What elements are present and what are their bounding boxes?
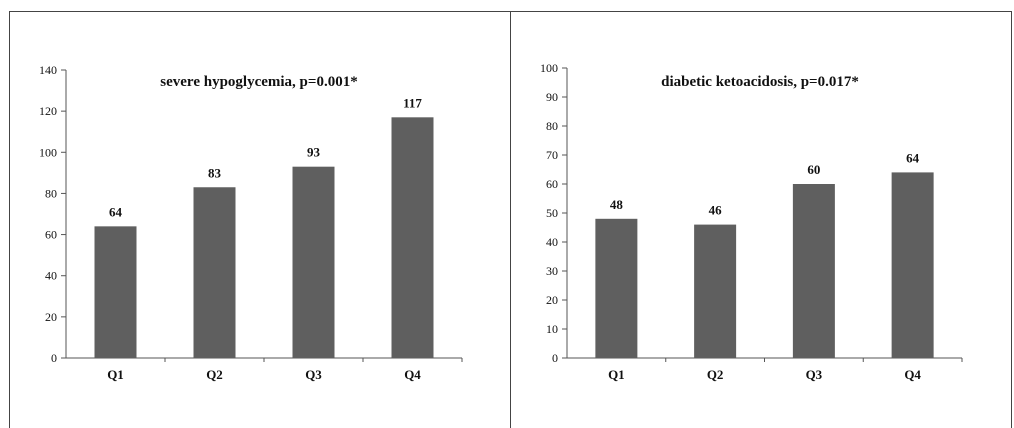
chart-diabetic-ketoacidosis: diabetic ketoacidosis, p=0.017* 0 10 20 30 4…	[540, 61, 963, 382]
y-tick-label: 120	[39, 104, 57, 118]
data-label: 60	[807, 162, 820, 177]
y-tick-label: 50	[546, 206, 558, 220]
bar-q3	[792, 184, 835, 358]
frame-right-border	[1011, 11, 1012, 428]
y-tick-label: 40	[45, 269, 57, 283]
x-tick-label: Q4	[904, 367, 921, 382]
y-tick-label: 0	[51, 351, 57, 365]
y-tick-label: 100	[540, 61, 558, 75]
y-tick-label: 40	[546, 235, 558, 249]
bar-q4	[391, 117, 434, 358]
data-label: 64	[906, 150, 920, 165]
data-label: 48	[610, 197, 624, 212]
y-tick-label: 70	[546, 148, 558, 162]
data-label: 83	[208, 165, 222, 180]
x-tick-label: Q3	[806, 367, 823, 382]
y-tick-label: 80	[546, 119, 558, 133]
y-tick-label: 80	[45, 186, 57, 200]
y-tick-label: 30	[546, 264, 558, 278]
chart-severe-hypoglycemia: severe hypoglycemia, p=0.001* 0 20 40 60 80 1…	[39, 63, 463, 382]
chart-title: diabetic ketoacidosis, p=0.017*	[661, 74, 859, 90]
data-label: 64	[109, 204, 123, 219]
x-tick-label: Q2	[206, 367, 223, 382]
y-tick-label: 90	[546, 90, 558, 104]
x-tick-label: Q1	[608, 367, 625, 382]
data-label: 46	[709, 203, 723, 218]
x-tick-label: Q1	[107, 367, 124, 382]
bar-q1	[94, 226, 137, 358]
y-tick-label: 140	[39, 63, 57, 77]
chart-title: severe hypoglycemia, p=0.001*	[160, 74, 357, 90]
bar-q3	[292, 166, 335, 358]
x-tick-label: Q4	[404, 367, 421, 382]
frame-left-border	[9, 11, 10, 428]
y-tick-label: 20	[45, 310, 57, 324]
y-tick-label: 60	[546, 177, 558, 191]
x-tick-label: Q2	[707, 367, 724, 382]
bar-q2	[694, 224, 737, 358]
data-label: 117	[403, 95, 422, 110]
bar-q4	[891, 172, 934, 358]
data-label: 93	[307, 145, 321, 160]
panel-divider	[510, 11, 511, 428]
bar-q2	[193, 187, 236, 358]
y-tick-label: 20	[546, 293, 558, 307]
y-tick-label: 10	[546, 322, 558, 336]
y-tick-label: 100	[39, 145, 57, 159]
y-tick-label: 60	[45, 228, 57, 242]
bar-q1	[595, 218, 638, 358]
x-tick-label: Q3	[305, 367, 322, 382]
y-tick-label: 0	[552, 351, 558, 365]
